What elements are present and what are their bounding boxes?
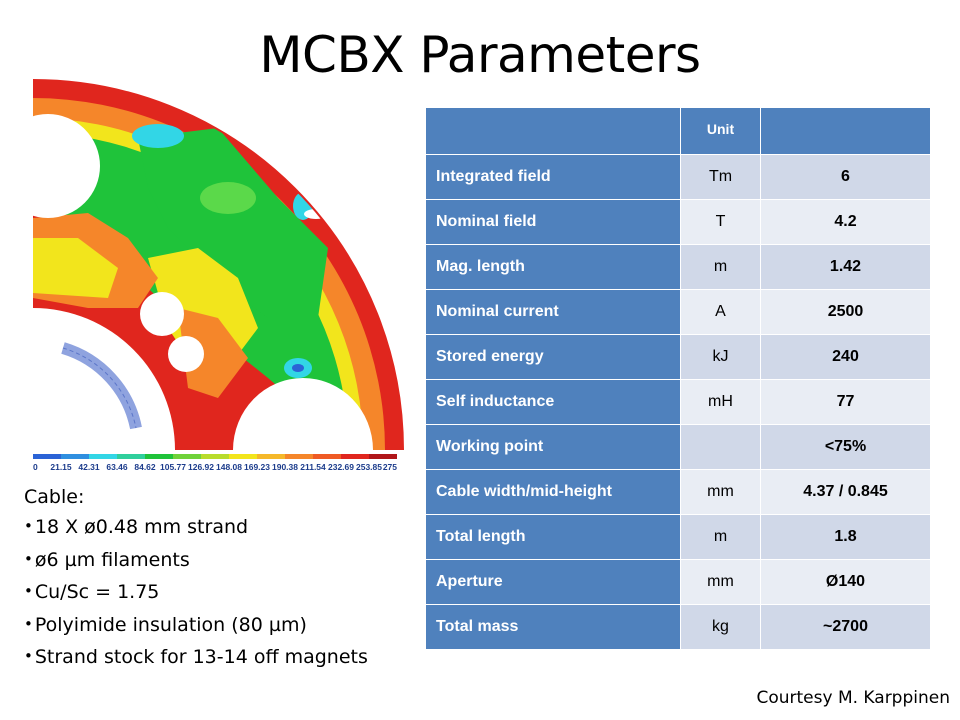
bullet-icon: • [24, 614, 33, 633]
scale-tick-label: 105.77 [160, 462, 186, 472]
param-unit-cell: m [680, 514, 761, 560]
param-name-cell: Nominal current [425, 289, 681, 335]
param-unit-cell: mm [680, 469, 761, 515]
colour-scale-labels: 0 21.15 42.31 63.46 84.62 105.77 126.92 148.08 1… [33, 462, 397, 472]
table-row: Cable width/mid-height mm 4.37 / 0.845 [425, 469, 931, 515]
slide-title: MCBX Parameters [259, 26, 701, 84]
bullet-icon: • [24, 549, 33, 568]
param-value-cell: 6 [760, 154, 931, 200]
bullet-icon: • [24, 582, 33, 600]
cable-item-text: Polyimide insulation (80 µm) [34, 613, 307, 636]
table-row: Stored energy kJ 240 [425, 334, 931, 380]
param-value-cell: 4.2 [760, 199, 931, 245]
bullet-icon: • [24, 647, 33, 665]
table-header-row: Unit [425, 107, 931, 155]
scale-tick-label: 0 [33, 462, 38, 472]
scale-tick-label: 211.54 [300, 462, 326, 472]
scale-tick-label: 148.08 [216, 462, 242, 472]
param-value-cell: ~2700 [760, 604, 931, 650]
cable-item-text: Strand stock for 13-14 off magnets [34, 646, 368, 668]
param-name-cell: Total length [425, 514, 681, 560]
field-map-contours [33, 80, 403, 450]
cable-item: • Cu/Sc = 1.75 [24, 577, 424, 610]
param-name-cell: Integrated field [425, 154, 681, 200]
param-unit-cell: A [680, 289, 761, 335]
cable-item: • Polyimide insulation (80 µm) [24, 610, 424, 643]
cable-item-text: Cu/Sc = 1.75 [34, 581, 160, 603]
param-name-cell: Aperture [425, 559, 681, 605]
param-value-cell: 4.37 / 0.845 [760, 469, 931, 515]
param-value-cell: 77 [760, 379, 931, 425]
param-value-cell: 240 [760, 334, 931, 380]
table-row: Working point <75% [425, 424, 931, 470]
table-row: Aperture mm Ø140 [425, 559, 931, 605]
table-row: Mag. length m 1.42 [425, 244, 931, 290]
param-value-cell: <75% [760, 424, 931, 470]
cable-spec-list: Cable: • 18 X ø0.48 mm strand • ø6 µm filam… [24, 482, 424, 675]
field-map-figure: 0 21.15 42.31 63.46 84.62 105.77 126.92 148.08 1… [28, 78, 418, 478]
param-name-cell: Nominal field [425, 199, 681, 245]
bullet-icon: • [24, 517, 33, 535]
cable-item: • Strand stock for 13-14 off magnets [24, 642, 424, 675]
table-row: Self inductance mH 77 [425, 379, 931, 425]
cable-item: • 18 X ø0.48 mm strand [24, 512, 424, 545]
yoke-outline [32, 79, 404, 451]
scale-tick-label: 84.62 [134, 462, 156, 472]
param-name-cell: Working point [425, 424, 681, 470]
param-value-cell: 1.42 [760, 244, 931, 290]
table-row: Nominal field T 4.2 [425, 199, 931, 245]
param-name-cell: Stored energy [425, 334, 681, 380]
parameters-table: Unit Integrated field Tm 6 Nominal field T 4.… [425, 107, 931, 650]
table-row: Total length m 1.8 [425, 514, 931, 560]
scale-tick-label: 253.85 [356, 462, 382, 472]
cable-item-text: 18 X ø0.48 mm strand [34, 516, 249, 538]
param-unit-cell: Tm [680, 154, 761, 200]
scale-tick-label: 190.38 [272, 462, 298, 472]
param-unit-cell [680, 424, 761, 470]
param-name-cell: Mag. length [425, 244, 681, 290]
scale-tick-label: 126.92 [188, 462, 214, 472]
colour-scale-bar [33, 454, 397, 459]
param-name-cell: Total mass [425, 604, 681, 650]
scale-tick-label: 232.69 [328, 462, 354, 472]
header-value-cell [760, 107, 931, 155]
scale-tick-label: 169.23 [244, 462, 270, 472]
cable-item: • ø6 µm filaments [24, 545, 424, 578]
param-unit-cell: kJ [680, 334, 761, 380]
param-name-cell: Self inductance [425, 379, 681, 425]
param-value-cell: 2500 [760, 289, 931, 335]
table-row: Integrated field Tm 6 [425, 154, 931, 200]
scale-tick-label: 21.15 [50, 462, 72, 472]
param-unit-cell: m [680, 244, 761, 290]
scale-tick-label: 42.31 [78, 462, 100, 472]
param-unit-cell: kg [680, 604, 761, 650]
header-unit-cell: Unit [680, 107, 761, 155]
cable-item-text: ø6 µm filaments [34, 548, 190, 571]
table-row: Total mass kg ~2700 [425, 604, 931, 650]
param-unit-cell: T [680, 199, 761, 245]
field-map-svg: 0 21.15 42.31 63.46 84.62 105.77 126.92 148.08 1… [32, 79, 404, 472]
table-row: Nominal current A 2500 [425, 289, 931, 335]
param-unit-cell: mH [680, 379, 761, 425]
param-value-cell: Ø140 [760, 559, 931, 605]
courtesy-credit: Courtesy M. Karppinen [756, 688, 950, 708]
param-value-cell: 1.8 [760, 514, 931, 560]
cable-bullets: • 18 X ø0.48 mm strand • ø6 µm filaments • Cu… [24, 512, 424, 675]
param-unit-cell: mm [680, 559, 761, 605]
scale-tick-label: 275 [383, 462, 397, 472]
param-name-cell: Cable width/mid-height [425, 469, 681, 515]
header-name-cell [425, 107, 681, 155]
scale-tick-label: 63.46 [106, 462, 128, 472]
cable-heading: Cable: [24, 486, 85, 508]
